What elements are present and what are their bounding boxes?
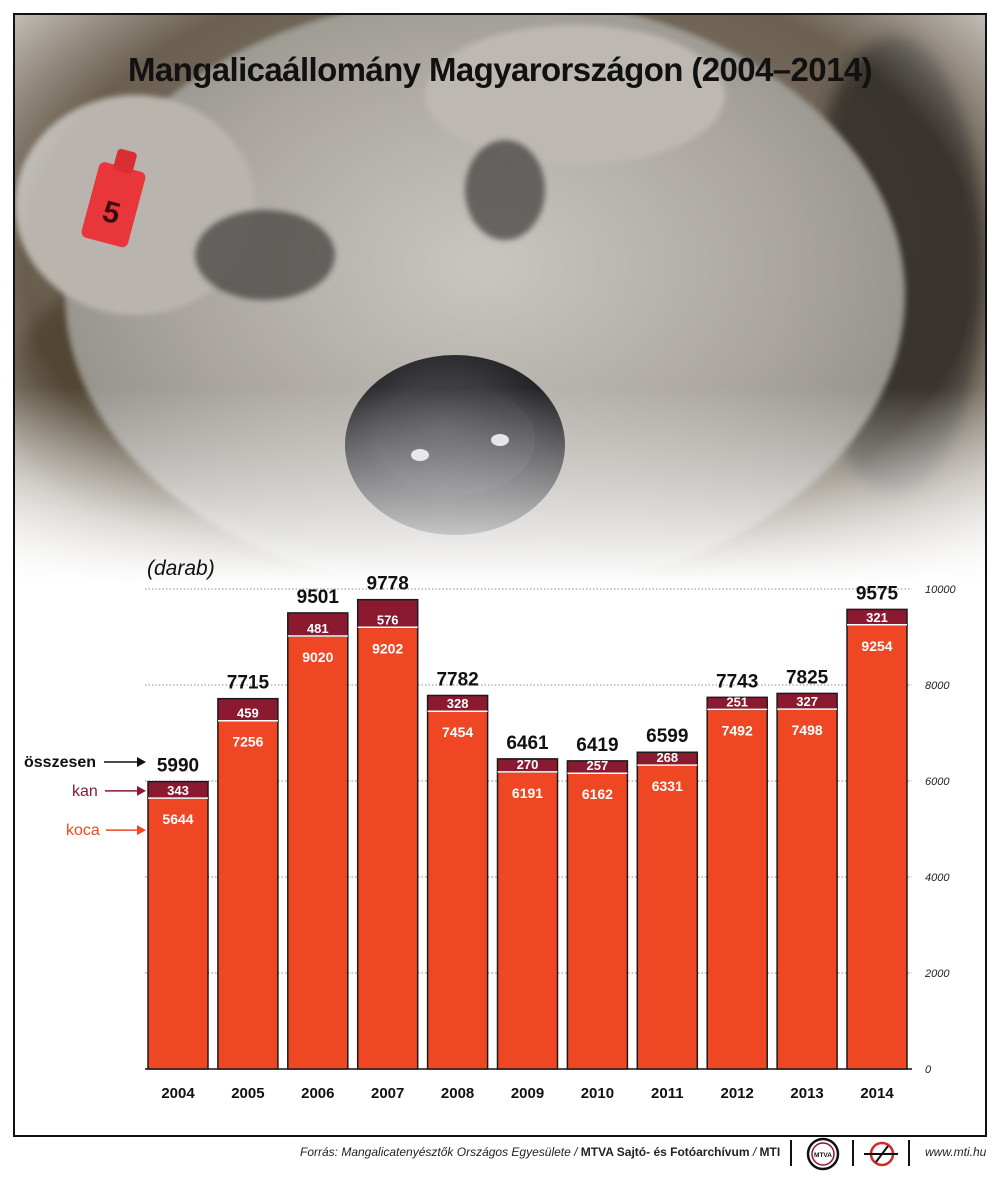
- x-tick-label: 2007: [371, 1085, 404, 1102]
- y-tick-label: 6000: [925, 776, 950, 788]
- footer-divider: [908, 1140, 910, 1166]
- x-tick-label: 2005: [231, 1085, 264, 1102]
- koca-bar: [147, 797, 209, 1070]
- kan-value-label: 321: [866, 610, 888, 625]
- source-line: Forrás: Mangalicatenyésztők Országos Egy…: [300, 1145, 780, 1159]
- stacked-bar-chart: 0 2000 4000 6000 8000 10000 (darab) 5644 343 5990…: [24, 557, 956, 1102]
- x-tick-label: 2014: [860, 1085, 894, 1102]
- kan-value-label: 576: [377, 612, 399, 627]
- x-tick-label: 2013: [790, 1085, 823, 1102]
- legend-koca-arrowhead: [137, 825, 146, 836]
- kan-value-label: 270: [517, 757, 539, 772]
- total-value-label: 7825: [786, 667, 829, 688]
- koca-value-label: 9020: [302, 649, 333, 665]
- kan-value-label: 328: [447, 696, 469, 711]
- kan-value-label: 268: [656, 750, 678, 765]
- infographic-frame: 5 Mangalicaállomány Magyarországon (2004…: [13, 13, 987, 1137]
- x-tick-label: 2004: [161, 1085, 195, 1102]
- total-value-label: 6461: [506, 733, 549, 754]
- mti-logo-icon: [864, 1141, 898, 1167]
- koca-bar: [287, 635, 349, 1070]
- x-tick-label: 2011: [651, 1085, 684, 1102]
- legend-koca-label: koca: [66, 822, 100, 839]
- x-tick-label: 2009: [511, 1085, 544, 1102]
- y-tick-label: 2000: [924, 968, 950, 980]
- chart-title: Mangalicaállomány Magyarországon (2004–2…: [128, 51, 873, 88]
- legend-kan-label: kan: [72, 783, 98, 800]
- total-value-label: 7715: [227, 673, 270, 694]
- x-tick-label: 2010: [581, 1085, 614, 1102]
- koca-value-label: 5644: [162, 811, 193, 827]
- footer-divider: [790, 1140, 792, 1166]
- kan-value-label: 343: [167, 783, 189, 798]
- koca-bar: [426, 710, 489, 1070]
- koca-value-label: 7498: [792, 722, 823, 738]
- pig-photo: 5: [15, 15, 985, 635]
- x-tick-label: 2012: [721, 1085, 754, 1102]
- archive-label: MTVA Sajtó- és Fotóarchívum: [580, 1145, 750, 1159]
- y-tick-label: 10000: [925, 584, 956, 596]
- koca-value-label: 7492: [722, 722, 753, 738]
- kan-value-label: 459: [237, 706, 259, 721]
- agency-label: MTI: [759, 1145, 781, 1159]
- kan-value-label: 251: [726, 694, 748, 709]
- total-value-label: 7743: [716, 671, 758, 692]
- koca-value-label: 6162: [582, 786, 613, 802]
- footer-divider: [852, 1140, 854, 1166]
- legend-total-arrowhead: [137, 757, 146, 767]
- website-link[interactable]: www.mti.hu: [925, 1145, 987, 1159]
- y-tick-label: 8000: [925, 680, 950, 692]
- total-value-label: 9575: [856, 583, 899, 604]
- total-value-label: 6599: [646, 726, 688, 747]
- koca-bar: [356, 626, 419, 1070]
- koca-value-label: 9202: [372, 640, 403, 656]
- total-value-label: 7782: [436, 669, 478, 690]
- koca-value-label: 9254: [861, 638, 892, 654]
- kan-value-label: 327: [796, 694, 818, 709]
- koca-bar: [636, 764, 699, 1070]
- koca-bar: [706, 708, 768, 1070]
- total-value-label: 6419: [576, 735, 618, 756]
- kan-value-label: 481: [307, 621, 329, 636]
- koca-bar: [496, 771, 559, 1070]
- unit-label: (darab): [147, 557, 215, 580]
- y-tick-label: 4000: [925, 872, 950, 884]
- legend-kan-arrowhead: [137, 785, 146, 796]
- mtva-logo-text: MTVA: [814, 1152, 832, 1159]
- y-tick-label: 0: [925, 1064, 932, 1076]
- koca-value-label: 7256: [232, 734, 263, 750]
- legend-total-label: összesen: [24, 754, 96, 771]
- x-tick-label: 2006: [301, 1085, 334, 1102]
- total-value-label: 9778: [367, 574, 409, 595]
- koca-value-label: 6191: [512, 785, 543, 801]
- koca-bar: [776, 708, 838, 1070]
- koca-bar: [566, 772, 629, 1070]
- koca-bar: [846, 624, 908, 1070]
- source-separator: /: [749, 1145, 760, 1159]
- x-tick-label: 2008: [441, 1085, 474, 1102]
- source-label: Forrás: Mangalicatenyésztők Országos Egy…: [300, 1145, 581, 1159]
- mtva-logo-icon: MTVA: [806, 1137, 840, 1171]
- total-value-label: 9501: [297, 587, 340, 608]
- koca-bar: [217, 719, 279, 1070]
- koca-value-label: 6331: [652, 778, 683, 794]
- koca-value-label: 7454: [442, 724, 473, 740]
- kan-value-label: 257: [587, 758, 609, 773]
- total-value-label: 5990: [157, 756, 199, 777]
